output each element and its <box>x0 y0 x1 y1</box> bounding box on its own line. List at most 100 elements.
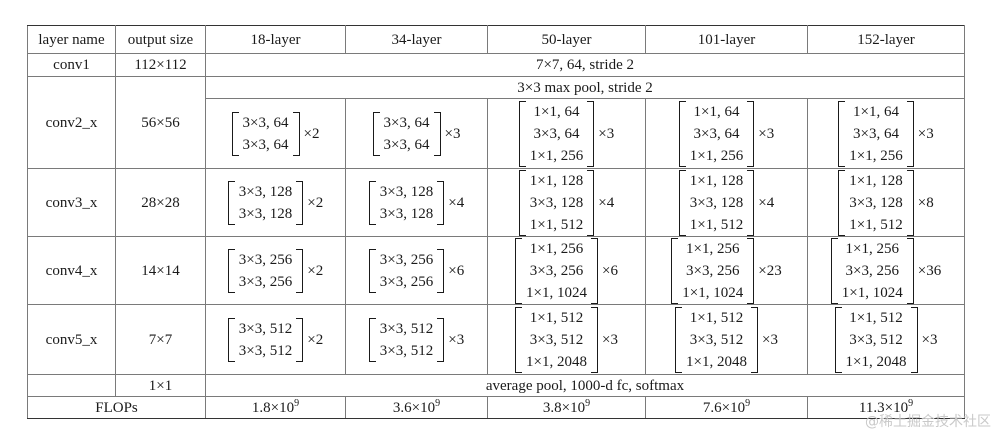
block-line: 1×1, 1024 <box>526 284 587 301</box>
block-cell: 1×1, 128 3×3, 128 1×1, 512 ×8 <box>807 168 965 237</box>
block-line: 1×1, 256 <box>849 147 903 164</box>
block-line: 1×1, 256 <box>529 240 584 257</box>
block-line: 3×3, 256 <box>686 262 740 279</box>
block-line: 1×1, 256 <box>689 147 744 164</box>
flops-row: FLOPs 1.8×109 3.6×109 3.8×109 7.6×109 11… <box>27 396 965 419</box>
block-cell: 1×1, 64 3×3, 64 1×1, 256 ×3 <box>645 98 808 169</box>
block-bracket: 3×3, 256 3×3, 256 <box>227 248 304 293</box>
resnet-architecture-table: layer name output size 18-layer 34-layer… <box>27 25 965 419</box>
block-repeat: ×3 <box>448 331 465 348</box>
block-line: 3×3, 512 <box>238 320 293 337</box>
block-cell: 1×1, 512 3×3, 512 1×1, 2048 ×3 <box>645 304 808 375</box>
block-line: 3×3, 128 <box>238 183 293 200</box>
block-line: 1×1, 64 <box>693 103 740 120</box>
block-group: 1×1, 128 3×3, 128 1×1, 512 ×4 <box>518 169 615 236</box>
block-group: 1×1, 512 3×3, 512 1×1, 2048 ×3 <box>834 306 937 373</box>
block-line: 3×3, 128 <box>849 194 903 211</box>
block-bracket: 1×1, 128 3×3, 128 1×1, 512 <box>518 169 595 236</box>
block-repeat: ×6 <box>602 262 618 279</box>
block-line: 3×3, 64 <box>383 114 430 131</box>
block-line: 1×1, 512 <box>849 309 903 326</box>
header-cell: 50-layer <box>487 25 646 54</box>
block-line: 1×1, 256 <box>686 240 740 257</box>
block-group: 1×1, 64 3×3, 64 1×1, 256 ×3 <box>518 100 615 167</box>
flops-exponent: 9 <box>294 397 300 409</box>
block-repeat: ×36 <box>917 262 942 279</box>
layer-name-cell: conv3_x <box>27 168 116 237</box>
block-group: 1×1, 512 3×3, 512 1×1, 2048 ×3 <box>515 306 618 373</box>
block-line: 3×3, 256 <box>379 251 434 268</box>
conv1-description: 7×7, 64, stride 2 <box>205 53 965 77</box>
block-cell: 3×3, 64 3×3, 64 ×3 <box>345 98 488 169</box>
block-bracket: 3×3, 256 3×3, 256 <box>368 248 445 293</box>
block-line: 1×1, 512 <box>529 309 584 326</box>
flops-base: ×10 <box>884 399 909 416</box>
block-line: 3×3, 256 <box>379 273 434 290</box>
block-line: 3×3, 256 <box>529 262 584 279</box>
block-cell: 1×1, 128 3×3, 128 1×1, 512 ×4 <box>487 168 646 237</box>
block-group: 1×1, 256 3×3, 256 1×1, 1024 ×36 <box>830 237 942 304</box>
output-size-cell: 1×1 <box>115 374 206 397</box>
flops-value: 1.8 <box>251 399 271 416</box>
block-line: 3×3, 64 <box>853 125 899 142</box>
layer-name-cell: conv5_x <box>27 304 116 375</box>
conv4-row: conv4_x 14×14 3×3, 256 3×3, 256 ×2 3×3, 256 3×… <box>27 236 965 305</box>
block-group: 3×3, 64 3×3, 64 ×2 <box>231 111 320 156</box>
flops-cell: 7.6×109 <box>645 396 808 419</box>
block-line: 3×3, 512 <box>379 320 434 337</box>
final-description: average pool, 1000-d fc, softmax <box>205 374 965 397</box>
header-cell: 101-layer <box>645 25 808 54</box>
block-group: 1×1, 64 3×3, 64 1×1, 256 ×3 <box>838 100 934 167</box>
block-group: 3×3, 256 3×3, 256 ×6 <box>368 248 464 293</box>
block-group: 3×3, 256 3×3, 256 ×2 <box>227 248 323 293</box>
block-repeat: ×3 <box>444 125 461 142</box>
block-repeat: ×4 <box>448 194 465 211</box>
block-cell: 1×1, 64 3×3, 64 1×1, 256 ×3 <box>807 98 965 169</box>
flops-exponent: 9 <box>908 397 914 409</box>
watermark: @稀土掘金技术社区 <box>865 414 991 430</box>
flops-value: 3.8 <box>542 399 562 416</box>
block-group: 1×1, 128 3×3, 128 1×1, 512 ×8 <box>838 169 934 236</box>
block-cell: 3×3, 512 3×3, 512 ×2 <box>205 304 346 375</box>
block-cell: 3×3, 512 3×3, 512 ×3 <box>345 304 488 375</box>
block-line: 1×1, 64 <box>533 103 580 120</box>
block-group: 1×1, 128 3×3, 128 1×1, 512 ×4 <box>678 169 774 236</box>
block-line: 1×1, 512 <box>849 216 903 233</box>
block-cell: 3×3, 256 3×3, 256 ×2 <box>205 236 346 305</box>
block-bracket: 1×1, 256 3×3, 256 1×1, 1024 <box>830 237 914 304</box>
conv2-row: conv2_x 56×56 3×3 max pool, stride 2 <box>27 76 965 169</box>
block-repeat: ×4 <box>598 194 615 211</box>
layer-name-cell: conv4_x <box>27 236 116 305</box>
flops-cell: 11.3×109 <box>807 396 965 419</box>
block-line: 3×3, 64 <box>693 125 740 142</box>
header-cell: 34-layer <box>345 25 488 54</box>
flops-base: ×10 <box>561 399 586 416</box>
stage-blocks-row: 3×3, 64 3×3, 64 ×2 3×3, 64 3×3, 64 ×3 1×1, 64 3… <box>28 98 965 169</box>
block-repeat: ×3 <box>758 125 775 142</box>
output-size-cell: 14×14 <box>115 236 206 305</box>
block-bracket: 1×1, 512 3×3, 512 1×1, 2048 <box>675 306 758 373</box>
flops-cell: 3.8×109 <box>487 396 646 419</box>
conv5-row: conv5_x 7×7 3×3, 512 3×3, 512 ×2 3×3, 512 3×3,… <box>27 304 965 375</box>
maxpool-description: 3×3 max pool, stride 2 <box>205 76 965 99</box>
block-line: 3×3, 256 <box>238 251 293 268</box>
block-bracket: 3×3, 64 3×3, 64 <box>372 111 441 156</box>
conv1-row: conv1 112×112 7×7, 64, stride 2 <box>27 53 965 77</box>
block-repeat: ×3 <box>598 125 615 142</box>
block-group: 3×3, 64 3×3, 64 ×3 <box>372 111 461 156</box>
output-size-cell: 7×7 <box>115 304 206 375</box>
block-group: 1×1, 512 3×3, 512 1×1, 2048 ×3 <box>675 306 778 373</box>
block-bracket: 1×1, 512 3×3, 512 1×1, 2048 <box>834 306 918 373</box>
flops-cell: 3.6×109 <box>345 396 488 419</box>
block-repeat: ×2 <box>303 125 320 142</box>
output-size-cell: 56×56 <box>115 76 206 169</box>
block-line: 1×1, 256 <box>845 240 899 257</box>
header-cell: 18-layer <box>205 25 346 54</box>
block-repeat: ×3 <box>602 331 618 348</box>
block-repeat: ×3 <box>917 125 934 142</box>
block-group: 3×3, 512 3×3, 512 ×2 <box>227 317 323 362</box>
block-cell: 1×1, 256 3×3, 256 1×1, 1024 ×36 <box>807 236 965 305</box>
header-row: layer name output size 18-layer 34-layer… <box>27 25 965 54</box>
block-group: 3×3, 128 3×3, 128 ×2 <box>227 180 323 225</box>
block-line: 1×1, 64 <box>853 103 899 120</box>
